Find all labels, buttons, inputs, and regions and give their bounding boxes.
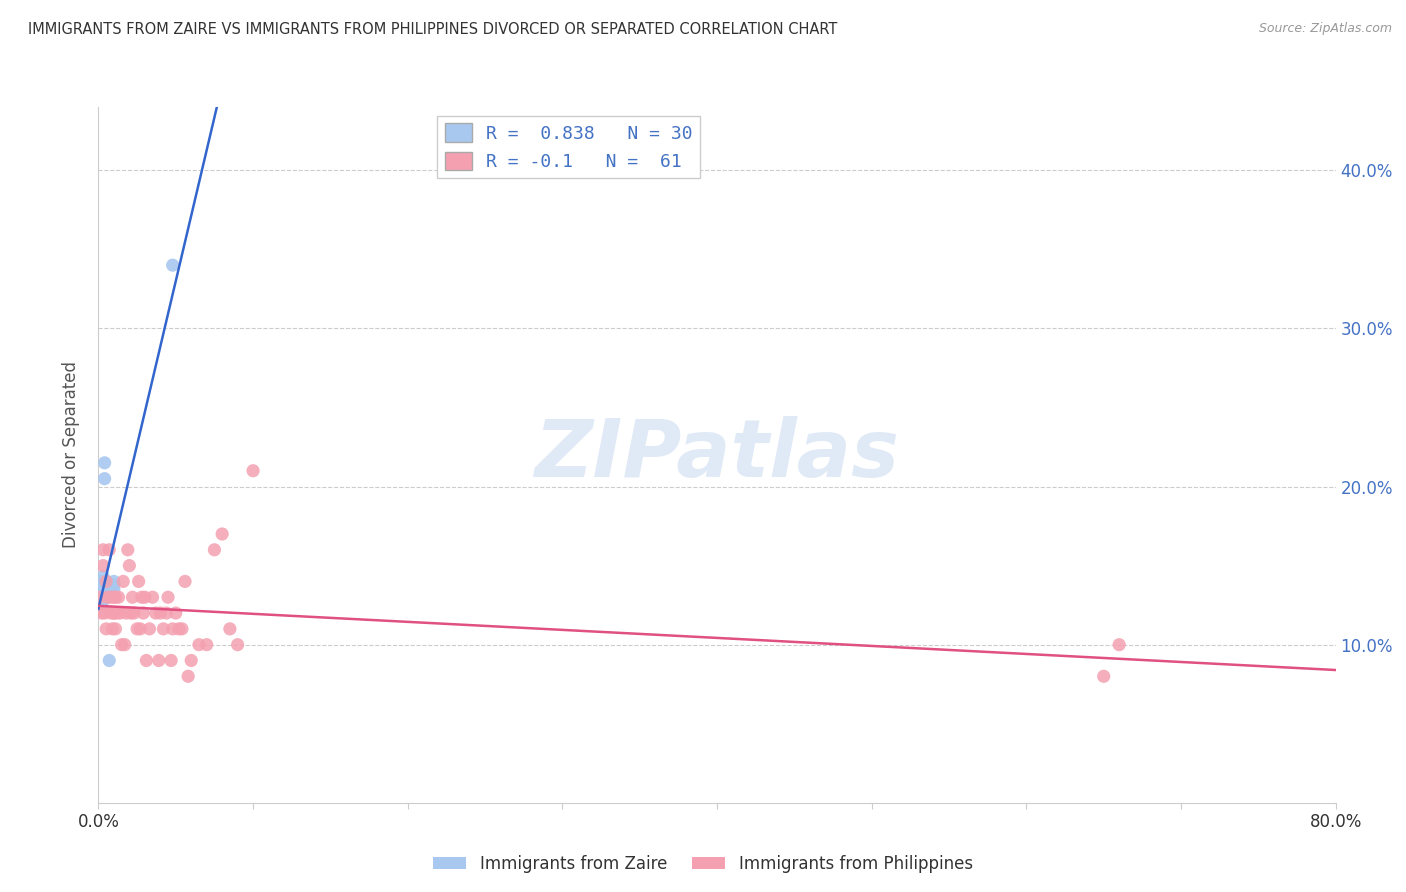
Point bbox=[93, 456, 115, 470]
Point bbox=[127, 622, 149, 636]
Point bbox=[91, 579, 114, 593]
Point bbox=[242, 464, 264, 478]
Legend: R =  0.838   N = 30, R = -0.1   N =  61: R = 0.838 N = 30, R = -0.1 N = 61 bbox=[437, 116, 700, 178]
Point bbox=[91, 558, 114, 573]
Point bbox=[132, 606, 155, 620]
Point bbox=[96, 574, 118, 589]
Point bbox=[103, 574, 125, 589]
Point bbox=[91, 542, 114, 557]
Point bbox=[155, 606, 177, 620]
Point bbox=[89, 591, 111, 605]
Point bbox=[96, 585, 118, 599]
Legend: Immigrants from Zaire, Immigrants from Philippines: Immigrants from Zaire, Immigrants from P… bbox=[426, 848, 980, 880]
Point bbox=[98, 542, 121, 557]
Point bbox=[195, 638, 218, 652]
Point bbox=[152, 622, 174, 636]
Point bbox=[138, 622, 160, 636]
Point bbox=[122, 606, 145, 620]
Y-axis label: Divorced or Separated: Divorced or Separated bbox=[62, 361, 80, 549]
Point bbox=[103, 577, 125, 591]
Point bbox=[188, 638, 211, 652]
Point bbox=[135, 653, 157, 667]
Point bbox=[211, 527, 233, 541]
Point bbox=[104, 622, 127, 636]
Point bbox=[91, 577, 114, 591]
Point bbox=[219, 622, 242, 636]
Point bbox=[174, 574, 197, 589]
Point bbox=[90, 582, 112, 597]
Point bbox=[103, 582, 125, 597]
Point bbox=[100, 591, 122, 605]
Point bbox=[91, 574, 114, 589]
Point bbox=[93, 472, 115, 486]
Point bbox=[114, 638, 136, 652]
Point bbox=[91, 582, 114, 597]
Point bbox=[93, 591, 115, 605]
Point bbox=[148, 653, 170, 667]
Point bbox=[177, 669, 200, 683]
Point bbox=[90, 585, 112, 599]
Point bbox=[90, 606, 112, 620]
Point bbox=[98, 653, 121, 667]
Point bbox=[100, 606, 122, 620]
Point bbox=[120, 606, 142, 620]
Point bbox=[111, 638, 134, 652]
Point bbox=[103, 606, 125, 620]
Point bbox=[142, 591, 165, 605]
Point bbox=[93, 577, 115, 591]
Point bbox=[97, 591, 120, 605]
Point bbox=[128, 574, 150, 589]
Point bbox=[115, 606, 138, 620]
Point bbox=[1092, 669, 1115, 683]
Point bbox=[93, 606, 115, 620]
Point bbox=[162, 258, 184, 272]
Text: Source: ZipAtlas.com: Source: ZipAtlas.com bbox=[1258, 22, 1392, 36]
Point bbox=[93, 582, 115, 597]
Point bbox=[90, 591, 112, 605]
Point bbox=[91, 591, 114, 605]
Point bbox=[101, 622, 124, 636]
Point bbox=[129, 622, 152, 636]
Point bbox=[105, 606, 128, 620]
Point bbox=[96, 579, 118, 593]
Point bbox=[89, 591, 111, 605]
Point bbox=[107, 591, 129, 605]
Point bbox=[180, 653, 202, 667]
Point bbox=[1108, 638, 1130, 652]
Point bbox=[89, 582, 111, 597]
Point bbox=[112, 574, 135, 589]
Point bbox=[103, 606, 125, 620]
Point bbox=[118, 558, 141, 573]
Point bbox=[131, 591, 153, 605]
Point bbox=[117, 542, 139, 557]
Point bbox=[165, 606, 187, 620]
Point bbox=[108, 606, 131, 620]
Point bbox=[170, 622, 193, 636]
Point bbox=[90, 598, 112, 612]
Point bbox=[96, 622, 118, 636]
Point bbox=[167, 622, 190, 636]
Point bbox=[121, 591, 143, 605]
Text: ZIPatlas: ZIPatlas bbox=[534, 416, 900, 494]
Point bbox=[103, 591, 125, 605]
Point bbox=[104, 591, 127, 605]
Point bbox=[145, 606, 167, 620]
Point bbox=[226, 638, 249, 652]
Point bbox=[97, 591, 120, 605]
Text: IMMIGRANTS FROM ZAIRE VS IMMIGRANTS FROM PHILIPPINES DIVORCED OR SEPARATED CORRE: IMMIGRANTS FROM ZAIRE VS IMMIGRANTS FROM… bbox=[28, 22, 838, 37]
Point bbox=[149, 606, 172, 620]
Point bbox=[91, 570, 114, 584]
Point bbox=[134, 591, 156, 605]
Point bbox=[96, 574, 118, 589]
Point bbox=[162, 622, 184, 636]
Point bbox=[204, 542, 226, 557]
Point bbox=[91, 593, 114, 607]
Point bbox=[90, 574, 112, 589]
Point bbox=[160, 653, 183, 667]
Point bbox=[89, 574, 111, 589]
Point bbox=[157, 591, 180, 605]
Point bbox=[91, 585, 114, 599]
